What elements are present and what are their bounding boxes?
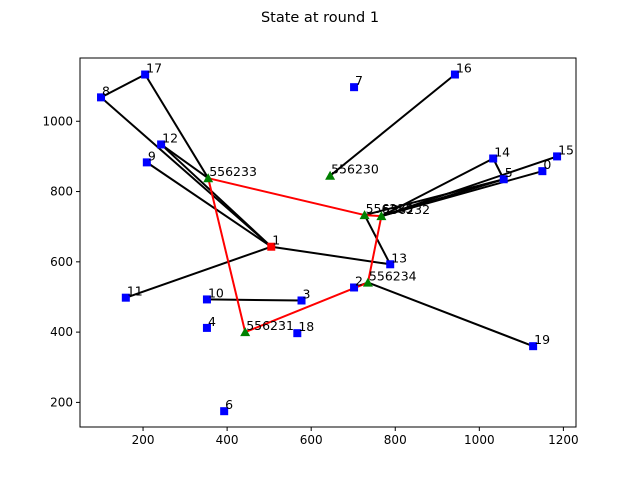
node-marker-10 [202,295,211,304]
cluster-head-label-556234: 556234 [369,269,417,284]
cluster-head-label-556235: 556235 [366,201,414,216]
cluster-head-marker-556232 [376,211,387,221]
node-link-8-1 [100,96,272,248]
node-link-16-556230 [329,73,456,177]
node-label-13: 13 [391,250,407,265]
node-label-0: 0 [543,157,551,172]
node-link-1-13 [271,245,391,266]
node-link-19-556234 [367,281,534,348]
y-tick-label-600: 600 [50,255,73,269]
node-link-12-1 [160,143,272,248]
head-link-556233-556235 [207,177,365,217]
node-label-6: 6 [225,397,233,412]
node-link-10-3 [206,298,302,302]
node-link-17-8 [100,73,146,99]
node-marker-2 [350,283,359,292]
chart-title: State at round 1 [261,10,379,26]
cluster-head-marker-556234 [362,277,373,287]
node-label-11: 11 [127,284,143,299]
node-marker-13 [386,260,395,269]
head-link-556234-556232 [366,215,383,283]
node-marker-6 [220,407,229,416]
cluster-head-label-556231: 556231 [246,318,294,333]
x-tick-label-1200: 1200 [548,433,579,447]
node-link-5-556235 [364,178,504,217]
node-link-11-1 [125,245,272,299]
cluster-head-label-556233: 556233 [209,164,257,179]
cluster-head-marker-556233 [203,173,214,183]
node-label-8: 8 [102,83,110,98]
node-label-3: 3 [303,286,311,301]
node-label-4: 4 [208,314,216,329]
node-label-12: 12 [162,130,178,145]
node-link-15-556232 [381,155,558,218]
node-marker-11 [121,293,130,302]
node-marker-7 [350,83,359,92]
cluster-head-marker-556231 [240,327,251,337]
node-marker-5 [499,175,508,184]
x-tick-label-600: 600 [300,433,323,447]
node-marker-18 [293,329,302,338]
cluster-head-marker-556230 [325,170,336,180]
x-axis: 200 400 600 800 1000 1200 [132,427,579,447]
node-label-7: 7 [355,73,363,88]
node-link-17-556233 [144,73,210,179]
x-tick-label-200: 200 [132,433,155,447]
x-tick-label-1000: 1000 [464,433,495,447]
plot-frame [79,57,577,428]
links-layer [100,73,558,348]
node-label-18: 18 [298,319,314,334]
node-marker-9 [142,158,151,167]
node-label-2: 2 [355,273,363,288]
head-link-556233-556231 [207,177,247,333]
node-label-1: 1 [272,233,280,248]
cluster-head-label-556232: 556232 [382,202,430,217]
marks-layer [97,70,562,416]
node-label-10: 10 [208,285,224,300]
y-tick-label-800: 800 [50,185,73,199]
y-axis: 200 400 600 800 1000 [42,114,80,409]
y-tick-label-1000: 1000 [42,114,73,128]
node-marker-16 [450,70,459,79]
node-label-5: 5 [505,165,513,180]
x-tick-label-800: 800 [384,433,407,447]
node-marker-3 [297,296,306,305]
y-tick-label-400: 400 [50,325,73,339]
node-marker-17 [141,70,150,79]
head-link-556231-556234 [244,281,369,334]
node-label-16: 16 [456,61,472,76]
node-marker-14 [489,154,498,163]
node-label-14: 14 [494,145,510,160]
node-marker-4 [202,323,211,332]
node-label-19: 19 [534,332,550,347]
cluster-head-label-556230: 556230 [331,162,379,177]
node-marker-19 [529,342,538,351]
node-marker-8 [97,93,106,102]
sink-node-marker [267,242,276,251]
node-marker-0 [538,167,547,176]
node-label-17: 17 [146,61,162,76]
y-tick-label-200: 200 [50,395,73,409]
node-label-15: 15 [558,142,574,157]
node-label-9: 9 [148,148,156,163]
x-tick-label-400: 400 [216,433,239,447]
cluster-head-marker-556235 [359,210,370,220]
node-marker-15 [553,152,562,161]
node-link-12-556233 [160,143,209,180]
node-link-9-1 [146,161,272,248]
node-marker-12 [157,140,166,149]
